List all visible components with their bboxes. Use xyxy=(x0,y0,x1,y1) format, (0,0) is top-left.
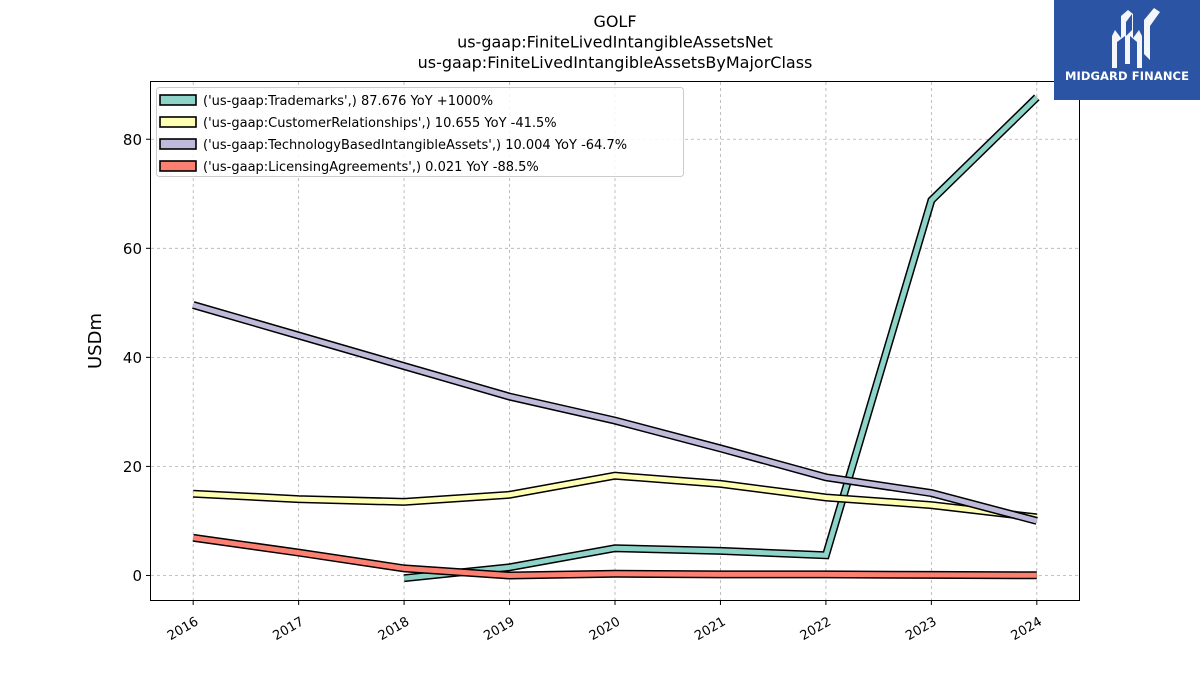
legend-item: ('us-gaap:CustomerRelationships',) 10.65… xyxy=(159,116,557,131)
legend-swatch xyxy=(159,94,197,106)
legend-box xyxy=(156,87,684,177)
x-tick-label: 2018 xyxy=(376,614,412,644)
y-tick-label: 0 xyxy=(132,567,142,585)
legend-item: ('us-gaap:Trademarks',) 87.676 YoY +1000… xyxy=(159,94,493,109)
x-tick-label: 2019 xyxy=(481,614,517,644)
x-tick-label: 2023 xyxy=(903,614,939,644)
brand-name: MIDGARD FINANCE xyxy=(1064,69,1190,83)
x-tick-label: 2020 xyxy=(587,614,623,644)
y-tick-label: 40 xyxy=(123,349,142,367)
legend-item: ('us-gaap:LicensingAgreements',) 0.021 Y… xyxy=(159,160,539,175)
y-tick-label: 20 xyxy=(123,458,142,476)
y-tick-label: 80 xyxy=(123,131,142,149)
legend-label: ('us-gaap:LicensingAgreements',) 0.021 Y… xyxy=(203,160,539,175)
axes: 0 20 40 60 80 2016 2017 2018 2019 2020 2021 2022 202… xyxy=(85,131,1045,644)
series-line xyxy=(192,533,1037,580)
chart-title-line: us-gaap:FiniteLivedIntangibleAssetsNet xyxy=(457,33,773,52)
chart-title-line: GOLF xyxy=(593,12,636,31)
series-line xyxy=(192,471,1038,522)
series-line-stroke xyxy=(192,302,1038,524)
legend: ('us-gaap:Trademarks',) 87.676 YoY +1000… xyxy=(156,87,684,177)
legend-item: ('us-gaap:TechnologyBasedIntangibleAsset… xyxy=(159,138,627,153)
y-axis-label: USDm xyxy=(85,313,106,369)
legend-swatch xyxy=(159,116,197,128)
legend-swatch xyxy=(159,138,197,150)
legend-label: ('us-gaap:TechnologyBasedIntangibleAsset… xyxy=(203,138,627,153)
x-tick-label: 2024 xyxy=(1009,614,1045,644)
series-line xyxy=(403,94,1040,583)
brand-logo: MIDGARD FINANCE xyxy=(1054,0,1200,100)
x-tick-label: 2021 xyxy=(692,614,728,644)
series-line-stroke xyxy=(193,473,1038,520)
y-tick-label: 60 xyxy=(123,240,142,258)
series-line xyxy=(192,301,1038,525)
chart-title: GOLF us-gaap:FiniteLivedIntangibleAssetsN… xyxy=(418,12,813,72)
series-lines xyxy=(192,94,1040,583)
x-tick-label: 2022 xyxy=(798,614,834,644)
series-line-stroke xyxy=(192,535,1037,579)
legend-label: ('us-gaap:CustomerRelationships',) 10.65… xyxy=(203,116,557,131)
series-line-stroke xyxy=(403,95,1039,581)
chart-title-line: us-gaap:FiniteLivedIntangibleAssetsByMaj… xyxy=(418,53,813,72)
x-tick-label: 2017 xyxy=(270,614,306,644)
legend-swatch xyxy=(159,160,197,172)
legend-label: ('us-gaap:Trademarks',) 87.676 YoY +1000… xyxy=(203,94,493,109)
midgard-logo-icon xyxy=(1112,8,1160,68)
x-tick-label: 2016 xyxy=(165,614,201,644)
